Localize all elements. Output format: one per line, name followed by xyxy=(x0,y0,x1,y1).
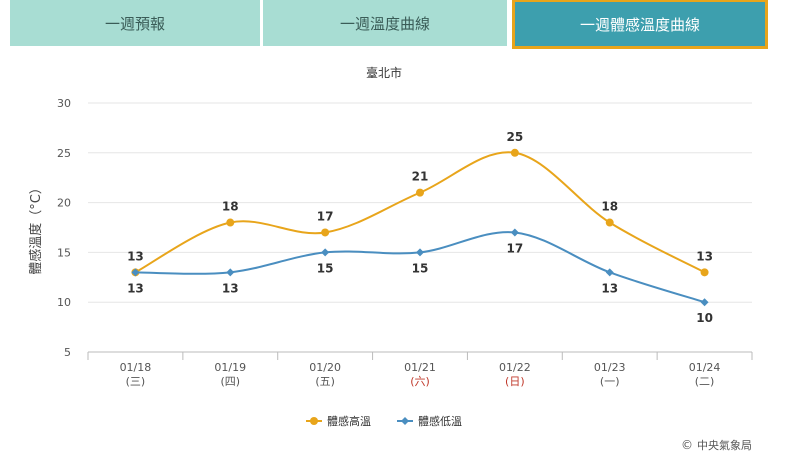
high-temp-point xyxy=(416,188,424,197)
low-temp-point xyxy=(416,248,424,257)
high-temp-label: 21 xyxy=(412,170,429,184)
x-tick-date: 01/24 xyxy=(689,361,721,374)
y-tick-label: 25 xyxy=(57,147,71,160)
y-tick-label: 30 xyxy=(57,97,71,110)
chart-title: 臺北市 xyxy=(366,65,402,80)
credit-text: 中央氣象局 xyxy=(697,439,752,452)
legend-label: 體感高溫 xyxy=(327,414,371,428)
low-temp-label: 13 xyxy=(601,281,618,295)
low-temp-point xyxy=(131,268,140,277)
x-tick-date: 01/21 xyxy=(404,361,436,374)
high-temp-label: 17 xyxy=(317,209,334,223)
y-tick-label: 20 xyxy=(57,197,71,210)
x-tick-day: (四) xyxy=(220,375,240,388)
low-temp-label: 13 xyxy=(127,281,144,295)
x-axis: 01/18(三) 01/19(四) 01/20(五) 01/21(六) 01/22(日)… xyxy=(87,351,753,388)
x-tick-day: (日) xyxy=(505,375,525,388)
high-temp-label: 13 xyxy=(127,249,144,263)
tab-weekly-apparent-temperature-curve[interactable]: 一週體感溫度曲線 xyxy=(512,0,768,49)
low-temp-label: 17 xyxy=(507,241,524,255)
high-temp-label: 18 xyxy=(601,200,618,214)
y-tick-label: 10 xyxy=(57,296,71,309)
x-tick-day: (六) xyxy=(410,375,430,388)
high-temp-point xyxy=(226,218,235,227)
tab-weekly-forecast[interactable]: 一週預報 xyxy=(10,0,260,46)
low-temp-label: 13 xyxy=(222,281,239,295)
x-tick-date: 01/23 xyxy=(594,361,626,374)
x-tick-day: (五) xyxy=(315,375,335,388)
legend: 體感高溫 體感低溫 xyxy=(306,414,462,428)
high-temp-label: 13 xyxy=(696,249,713,263)
tab-bar: 一週預報 一週溫度曲線 一週體感溫度曲線 xyxy=(10,0,768,50)
x-tick-day: (一) xyxy=(600,375,620,388)
low-temp-point xyxy=(605,268,614,277)
high-temp-point xyxy=(700,268,709,277)
y-axis-label: 體感溫度（°C） xyxy=(28,181,44,275)
high-temp-label: 18 xyxy=(222,200,239,214)
legend-marker-diamond xyxy=(401,417,409,425)
high-temp-label: 25 xyxy=(507,130,524,144)
y-axis-ticks: 5 10 15 20 25 30 xyxy=(57,97,71,359)
legend-marker-circle xyxy=(310,417,318,425)
x-tick-date: 01/20 xyxy=(309,361,341,374)
y-tick-label: 15 xyxy=(57,246,71,259)
x-tick-date: 01/22 xyxy=(499,361,531,374)
x-tick-day: (三) xyxy=(126,375,146,388)
low-temp-point xyxy=(510,228,519,237)
low-temp-point xyxy=(321,248,330,257)
low-temp-label: 15 xyxy=(412,261,429,275)
y-tick-label: 5 xyxy=(64,346,71,359)
series-layer: 13 18 17 21 25 18 13 13 13 15 15 17 13 10 xyxy=(127,130,713,325)
high-temp-point xyxy=(321,228,330,237)
x-tick-date: 01/19 xyxy=(214,361,246,374)
low-temp-label: 15 xyxy=(317,261,334,275)
high-temp-point xyxy=(605,218,614,227)
high-temp-point xyxy=(510,148,519,157)
tab-weekly-temperature-curve[interactable]: 一週溫度曲線 xyxy=(263,0,507,46)
low-temp-point xyxy=(226,268,235,277)
x-tick-day: (二) xyxy=(695,375,715,388)
low-temp-point xyxy=(700,298,709,307)
copyright-icon: © xyxy=(681,438,693,452)
low-temp-label: 10 xyxy=(696,311,713,325)
x-tick-date: 01/18 xyxy=(120,361,152,374)
footer-credit: © 中央氣象局 xyxy=(681,437,752,453)
legend-label: 體感低溫 xyxy=(418,414,462,428)
